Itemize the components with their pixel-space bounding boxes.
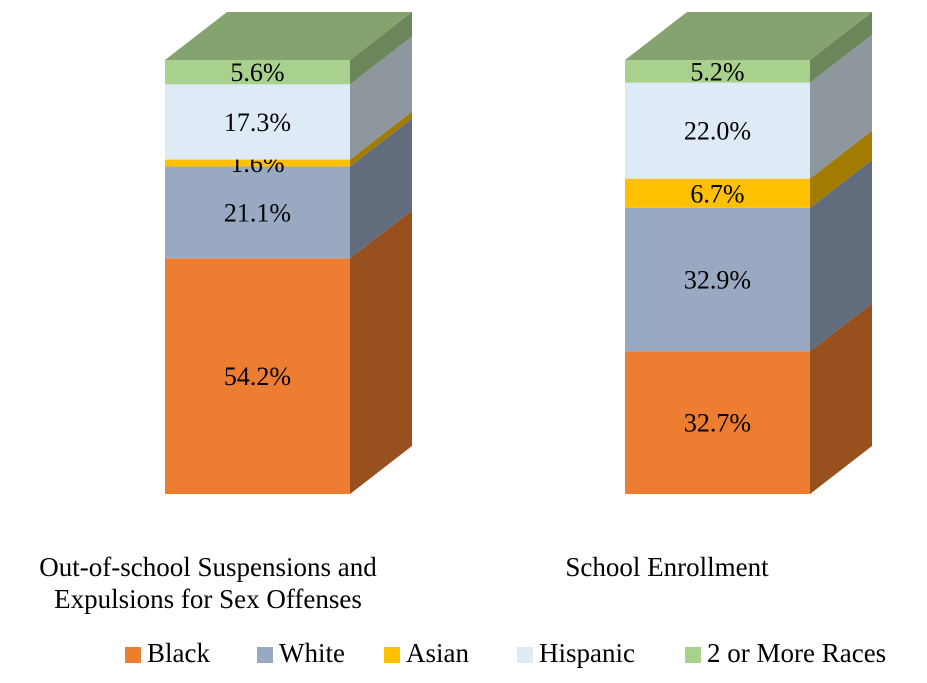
bar-top-2-or-more-races-suspensions — [165, 12, 412, 60]
bar-side-white-enrollment — [810, 159, 872, 352]
data-label-hispanic-suspensions: 17.3% — [224, 108, 291, 137]
legend-item-asian: Asian — [384, 633, 469, 673]
legend-item-hispanic: Hispanic — [517, 633, 635, 673]
bar-segment-hispanic-suspensions — [165, 84, 350, 160]
bar-side-2-or-more-races-suspensions — [350, 12, 412, 85]
bar-segment-asian-suspensions — [165, 159, 350, 167]
data-label-black-suspensions: 54.2% — [224, 362, 291, 391]
bar-segment-hispanic-enrollment — [625, 82, 810, 179]
legend-swatch-asian — [384, 647, 400, 663]
bar-segment-white-enrollment — [625, 207, 810, 352]
bar-side-black-suspensions — [350, 210, 412, 494]
bar-side-black-enrollment — [810, 303, 872, 494]
data-label-hispanic-enrollment: 22.0% — [684, 117, 751, 146]
category-label-enrollment: School Enrollment — [565, 552, 769, 582]
bar-segment-black-enrollment — [625, 351, 810, 494]
legend-item-white: White — [257, 633, 345, 673]
bar-segment-2-or-more-races-suspensions — [165, 60, 350, 85]
data-label-2-or-more-races-suspensions: 5.6% — [230, 58, 284, 87]
legend-label-2-or-more-races: 2 or More Races — [707, 638, 887, 668]
legend-label-black: Black — [147, 638, 210, 668]
bar-side-hispanic-suspensions — [350, 36, 412, 160]
legend-swatch-white — [257, 647, 273, 663]
legend-label-hispanic: Hispanic — [539, 638, 635, 668]
bar-side-asian-suspensions — [350, 111, 412, 167]
bar-segment-2-or-more-races-enrollment — [625, 60, 810, 83]
bar-side-white-suspensions — [350, 118, 412, 259]
data-label-black-enrollment: 32.7% — [684, 409, 751, 438]
bar-side-2-or-more-races-enrollment — [810, 12, 872, 83]
data-label-white-enrollment: 32.9% — [684, 266, 751, 295]
bar-segment-white-suspensions — [165, 166, 350, 259]
legend-label-white: White — [279, 638, 345, 668]
legend-item-black: Black — [125, 633, 210, 673]
bar-top-2-or-more-races-enrollment — [625, 12, 872, 60]
bar-side-asian-enrollment — [810, 130, 872, 208]
category-label-suspensions: Out-of-school Suspensions and Expulsions… — [39, 552, 377, 614]
legend-item-2-or-more-races: 2 or More Races — [685, 633, 886, 673]
bar-segment-black-suspensions — [165, 258, 350, 494]
data-label-2-or-more-races-enrollment: 5.2% — [690, 57, 744, 86]
legend-swatch-hispanic — [517, 647, 533, 663]
legend-label-asian: Asian — [406, 638, 469, 668]
bar-segment-asian-enrollment — [625, 178, 810, 208]
bar-side-hispanic-enrollment — [810, 34, 872, 179]
data-label-white-suspensions: 21.1% — [224, 198, 291, 227]
data-label-asian-enrollment: 6.7% — [690, 179, 744, 208]
legend-swatch-2-or-more-races — [685, 647, 701, 663]
legend: Black White Asian Hispanic 2 or More Rac… — [0, 633, 927, 673]
legend-swatch-black — [125, 647, 141, 663]
